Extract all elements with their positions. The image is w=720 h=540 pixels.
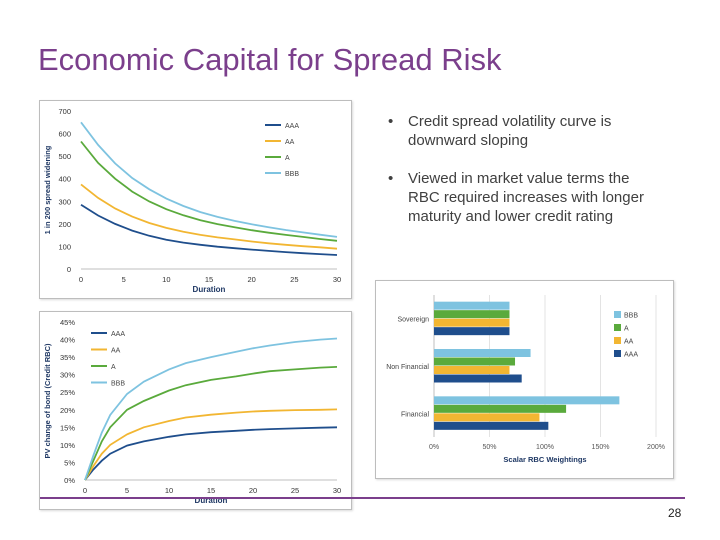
chart3-bar-a	[434, 357, 516, 366]
chart2-x-tick-label: 10	[165, 486, 173, 495]
chart2-y-axis-title: PV change of bond (Credit RBC)	[43, 343, 52, 459]
chart2-y-tick-label: 25%	[60, 388, 75, 397]
chart1-x-axis-title: Duration	[193, 285, 226, 294]
bullet-list: • Credit spread volatility curve is down…	[388, 112, 648, 245]
bullet-text: Credit spread volatility curve is downwa…	[408, 113, 612, 149]
bullet-dot: •	[388, 170, 394, 187]
chart1-series-aaa-line	[80, 203, 338, 256]
pv-change-chart: 0% 5% 10% 15% 20% 25% 30% 35% 40% 45% 0 5 10 15 20 25 30…	[43, 318, 341, 505]
chart3-bar-bbb	[434, 396, 620, 405]
chart2-series-aaa-line	[84, 426, 338, 481]
chart1-y-axis-title: 1 in 200 spread widening	[43, 145, 52, 234]
chart3-legend-swatch-aa	[614, 337, 621, 344]
chart3-category-label: Financial	[401, 411, 429, 418]
chart2-legend-label-bbb: BBB	[111, 381, 125, 388]
chart1-series-a-line	[80, 140, 338, 242]
spread-widening-chart-panel: 0 100 200 300 400 500 600 700 0 5 10 15 20 25 30 Durati…	[39, 100, 352, 299]
chart2-series-a-line	[84, 366, 338, 481]
chart1-y-tick-label: 600	[58, 130, 71, 139]
slide-title: Economic Capital for Spread Risk	[38, 42, 502, 77]
chart1-y-tick-label: 100	[58, 242, 71, 251]
chart1-x-tick-label: 0	[79, 275, 83, 284]
rbc-weightings-chart: 0% 50% 100% 150% 200% Scalar RBC Weightings So…	[386, 295, 665, 464]
chart2-x-tick-label: 30	[333, 486, 341, 495]
chart2-y-tick-label: 45%	[60, 318, 75, 327]
bullet-item: • Viewed in market value terms the RBC r…	[388, 169, 648, 226]
chart1-y-tick-label: 400	[58, 175, 71, 184]
bullet-item: • Credit spread volatility curve is down…	[388, 112, 648, 150]
chart2-y-tick-label: 30%	[60, 371, 75, 380]
chart2-x-tick-label: 20	[249, 486, 257, 495]
chart3-bar-bbb	[434, 349, 531, 357]
chart2-x-tick-label: 0	[83, 486, 87, 495]
chart3-bar-bbb	[434, 301, 510, 310]
page-number: 28	[668, 506, 682, 520]
chart3-x-tick-label: 50%	[482, 444, 496, 451]
chart3-bar-aa	[434, 413, 540, 422]
chart3-x-tick-label: 100%	[536, 444, 554, 451]
chart2-y-tick-label: 35%	[60, 353, 75, 362]
chart3-legend-label-bbb: BBB	[624, 313, 638, 320]
chart3-legend-label-aaa: AAA	[624, 352, 638, 359]
chart2-x-tick-label: 15	[207, 486, 215, 495]
chart1-legend-label-aaa: AAA	[285, 123, 299, 130]
chart1-y-tick-label: 0	[67, 265, 71, 274]
bullet-dot: •	[388, 113, 394, 130]
chart3-bar-a	[434, 310, 510, 319]
chart2-y-tick-label: 0%	[64, 476, 75, 485]
chart1-x-tick-label: 15	[205, 275, 213, 284]
chart1-x-tick-label: 30	[333, 275, 341, 284]
chart3-legend-swatch-aaa	[614, 350, 621, 357]
chart2-series-aa-line	[84, 408, 338, 481]
chart3-legend-swatch-bbb	[614, 311, 621, 318]
chart1-x-tick-label: 10	[162, 275, 170, 284]
footer-divider	[40, 497, 685, 499]
chart1-legend-label-aa: AA	[285, 139, 295, 146]
chart3-bar-aa	[434, 366, 510, 374]
chart3-x-tick-label: 200%	[647, 444, 665, 451]
chart2-y-tick-label: 5%	[64, 458, 75, 467]
chart3-bar-aaa	[434, 327, 510, 336]
chart1-series-aa-line	[80, 183, 338, 250]
chart3-bar-aa	[434, 318, 510, 327]
chart2-x-axis-title: Duration	[195, 496, 228, 505]
bullet-text: Viewed in market value terms the RBC req…	[408, 170, 644, 225]
chart1-x-tick-label: 5	[122, 275, 126, 284]
chart3-bar-aaa	[434, 374, 522, 383]
chart2-legend-label-aaa: AAA	[111, 331, 125, 338]
chart2-y-tick-label: 20%	[60, 406, 75, 415]
chart1-legend-label-bbb: BBB	[285, 171, 299, 178]
chart1-y-tick-label: 300	[58, 197, 71, 206]
chart1-x-tick-label: 25	[290, 275, 298, 284]
chart2-y-tick-label: 10%	[60, 441, 75, 450]
chart2-y-tick-label: 40%	[60, 336, 75, 345]
chart2-legend-label-a: A	[111, 364, 116, 371]
spread-widening-chart: 0 100 200 300 400 500 600 700 0 5 10 15 20 25 30 Durati…	[43, 107, 341, 294]
chart2-x-tick-label: 25	[291, 486, 299, 495]
pv-change-chart-panel: 0% 5% 10% 15% 20% 25% 30% 35% 40% 45% 0 5 10 15 20 25 30…	[39, 311, 352, 510]
chart1-y-tick-label: 200	[58, 220, 71, 229]
chart1-series-bbb-line	[80, 121, 338, 238]
chart3-legend-swatch-a	[614, 324, 621, 331]
chart2-legend-label-aa: AA	[111, 348, 121, 355]
chart2-y-tick-label: 15%	[60, 423, 75, 432]
chart3-category-label: Sovereign	[397, 317, 429, 324]
chart3-legend-label-a: A	[624, 326, 629, 333]
chart3-x-axis-title: Scalar RBC Weightings	[503, 455, 586, 464]
chart3-x-tick-label: 0%	[429, 444, 439, 451]
chart1-y-tick-label: 700	[58, 107, 71, 116]
chart1-y-tick-label: 500	[58, 152, 71, 161]
chart2-x-tick-label: 5	[125, 486, 129, 495]
chart3-category-label: Non Financial	[386, 364, 429, 371]
rbc-weightings-chart-panel: 0% 50% 100% 150% 200% Scalar RBC Weightings So…	[375, 280, 674, 479]
chart3-legend-label-aa: AA	[624, 339, 634, 346]
chart3-bar-a	[434, 404, 567, 413]
chart3-bar-aaa	[434, 421, 549, 430]
chart1-x-tick-label: 20	[247, 275, 255, 284]
chart2-series-bbb-line	[84, 337, 338, 481]
chart3-x-tick-label: 150%	[592, 444, 610, 451]
chart1-legend-label-a: A	[285, 155, 290, 162]
